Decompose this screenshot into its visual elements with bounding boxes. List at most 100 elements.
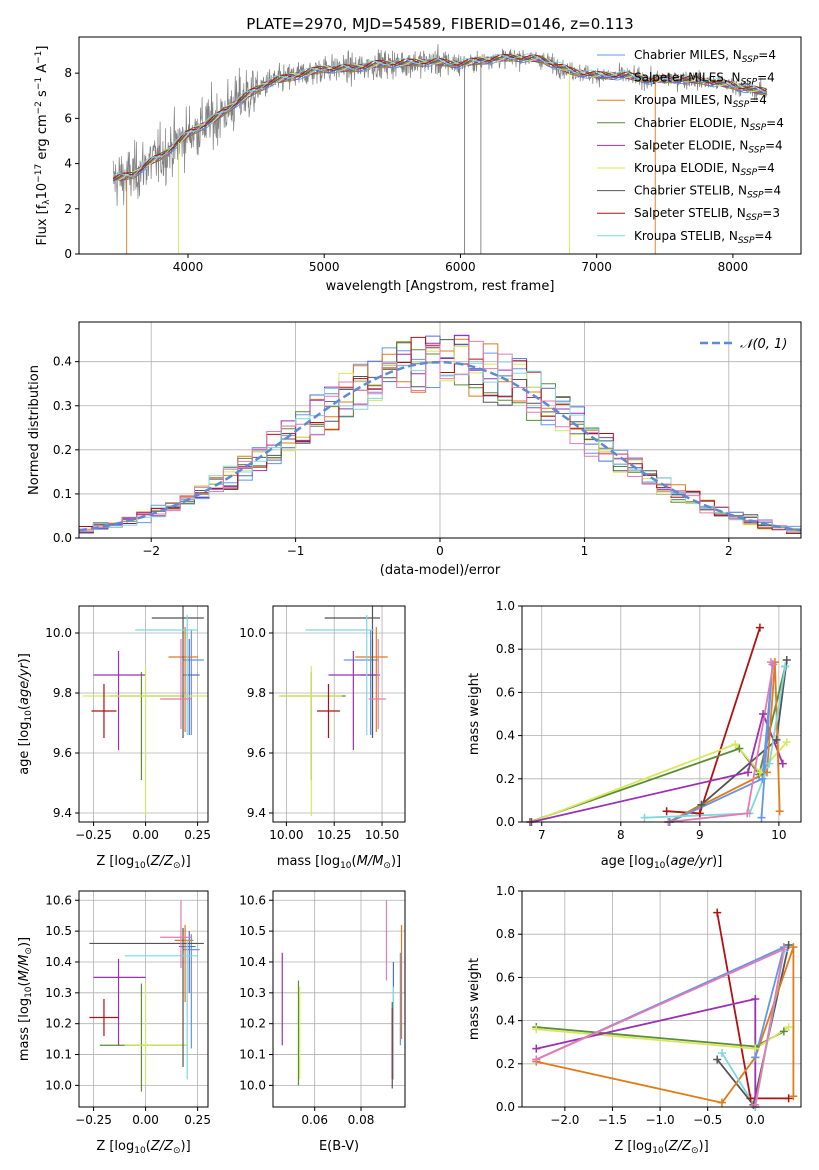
x-tick-label: −2.0 — [550, 1113, 579, 1127]
y-tick-label: 10.0 — [239, 626, 266, 640]
marker-kroupa_miles — [763, 768, 772, 777]
marker-chabrier_stelib — [713, 1055, 722, 1064]
histogram-pink — [79, 340, 801, 532]
x-axis-label: Z [log10(Z/Z⊙)] — [614, 1139, 708, 1156]
x-tick-label: 6000 — [445, 260, 476, 274]
mass-weight-line-kroupa_stelib — [644, 666, 787, 819]
plot-area — [89, 900, 204, 1092]
y-axis-label: mass weight — [467, 958, 482, 1040]
x-axis-label: wavelength [Angstrom, rest frame] — [326, 279, 555, 294]
marker-chabrier_elodie — [735, 744, 744, 753]
y-tick-label: 0.4 — [496, 729, 515, 743]
y-tick-label: 9.4 — [247, 806, 266, 820]
y-tick-label: 2 — [64, 202, 72, 216]
y-tick-label: 8 — [64, 66, 72, 80]
y-tick-label: 10.4 — [239, 955, 266, 969]
y-tick-label: 0.1 — [53, 487, 72, 501]
axes-frame — [272, 605, 406, 823]
legend-entry: Kroupa MILES, NSSP=4 — [634, 93, 767, 110]
y-tick-label: 9.8 — [53, 686, 72, 700]
y-tick-label: 1.0 — [496, 884, 515, 898]
axes-frame — [78, 321, 802, 539]
legend-entry: 𝒩(0, 1) — [740, 337, 787, 352]
mass-weight-line-kroupa_miles — [667, 662, 781, 822]
x-tick-label: 0.06 — [301, 1113, 328, 1127]
y-tick-label: 0.6 — [496, 970, 515, 984]
legend-entry: Chabrier STELIB, NSSP=4 — [634, 184, 781, 201]
x-tick-label: 0.00 — [132, 828, 159, 842]
figure-title: PLATE=2970, MJD=54589, FIBERID=0146, z=0… — [246, 15, 633, 33]
y-tick-label: 0.0 — [496, 1100, 515, 1114]
x-tick-label: −1 — [287, 544, 305, 558]
x-axis-label: age [log10(age/yr)] — [601, 854, 723, 871]
axes-frame — [521, 890, 802, 1108]
axes-frame — [521, 605, 802, 823]
y-tick-label: 0.8 — [496, 642, 515, 656]
x-tick-label: −0.25 — [75, 828, 112, 842]
panel-massweight_vs_age: 7 8 9 10 0.0 0.2 0.4 0.6 0.8 1.0 age [log10(age/yr… — [467, 599, 802, 871]
mass-weight-line-kroupa_stelib — [721, 951, 785, 1107]
marker-kroupa_stelib — [640, 813, 649, 822]
y-tick-label: 0.0 — [496, 815, 515, 829]
y-tick-label: 0 — [64, 247, 72, 261]
x-tick-label: −1.0 — [646, 1113, 675, 1127]
axes-frame — [78, 36, 802, 255]
legend-entry: Chabrier ELODIE, NSSP=4 — [634, 116, 784, 133]
panel-mass_vs_Z: −0.25 0.00 0.25 10.0 10.1 10.2 10.3 10.4 10.5 10.… — [17, 890, 211, 1156]
panel-residuals: −2 −1 0 1 2 0.0 0.1 0.2 0.3 0.4 (data-model)/error… — [27, 321, 802, 578]
marker-salpeter_elodie — [744, 768, 753, 777]
x-tick-label: 1 — [581, 544, 589, 558]
y-tick-label: 0.6 — [496, 685, 515, 699]
plot-area — [278, 606, 388, 816]
mass-weight-line-kroupa_elodie — [531, 741, 788, 822]
marker-kroupa_elodie — [755, 768, 764, 777]
marker-kroupa_stelib — [765, 759, 774, 768]
marker-chabrier_stelib — [784, 941, 793, 949]
x-axis-label: Z [log10(Z/Z⊙)] — [96, 1139, 190, 1156]
y-tick-label: 0.4 — [496, 1014, 515, 1028]
marker-chabrier_elodie — [779, 1027, 788, 1036]
spectrum-model-kroupa_elodie — [113, 53, 767, 182]
y-tick-label: 9.4 — [53, 806, 72, 820]
y-tick-label: 0.8 — [496, 927, 515, 941]
y-tick-label: 10.3 — [239, 986, 266, 1000]
marker-kroupa_elodie — [731, 740, 740, 749]
x-tick-label: 0.00 — [132, 1113, 159, 1127]
y-axis-label: mass [log10(M/M⊙)] — [17, 937, 34, 1061]
plot-area — [79, 334, 801, 534]
panel-age_vs_mass: 10.00 10.25 10.50 9.4 9.6 9.8 10.0 mass [log10(… — [239, 605, 406, 871]
marker-salpeter_stelib — [662, 807, 671, 816]
y-tick-label: 10.1 — [239, 1048, 266, 1062]
x-tick-label: 0.25 — [184, 828, 211, 842]
plot-area — [83, 606, 208, 816]
x-tick-label: 4000 — [173, 260, 204, 274]
legend-entry: Salpeter MILES, NSSP=4 — [634, 71, 775, 88]
legend-entry: Salpeter STELIB, NSSP=3 — [634, 206, 780, 223]
x-tick-label: 0.08 — [348, 1113, 375, 1127]
x-tick-label: 8 — [617, 828, 625, 842]
x-axis-label: (data-model)/error — [380, 563, 501, 578]
y-tick-label: 4 — [64, 157, 72, 171]
y-tick-label: 10.2 — [45, 1017, 72, 1031]
y-tick-label: 0.2 — [53, 443, 72, 457]
x-tick-label: 10.25 — [317, 828, 351, 842]
x-tick-label: −1.5 — [598, 1113, 627, 1127]
marker-chabrier_miles — [758, 774, 767, 783]
marker-kroupa_elodie — [782, 738, 791, 747]
x-tick-label: 7 — [538, 828, 546, 842]
x-tick-label: 10.00 — [269, 828, 303, 842]
marker-salpeter_stelib — [695, 809, 704, 818]
y-axis-label: Normed distribution — [27, 365, 42, 495]
x-tick-label: −2 — [142, 544, 160, 558]
x-tick-label: −0.5 — [693, 1113, 722, 1127]
y-tick-label: 10.2 — [239, 1017, 266, 1031]
y-tick-label: 0.2 — [496, 1057, 515, 1071]
x-tick-label: 0 — [436, 544, 444, 558]
y-tick-label: 0.0 — [53, 531, 72, 545]
axes-frame — [78, 605, 209, 823]
marker-kroupa_miles — [775, 807, 784, 816]
marker-pink — [532, 1055, 541, 1064]
y-tick-label: 10.0 — [239, 1078, 266, 1092]
histogram-chabrier_stelib — [79, 339, 801, 534]
y-tick-label: 0.3 — [53, 399, 72, 413]
